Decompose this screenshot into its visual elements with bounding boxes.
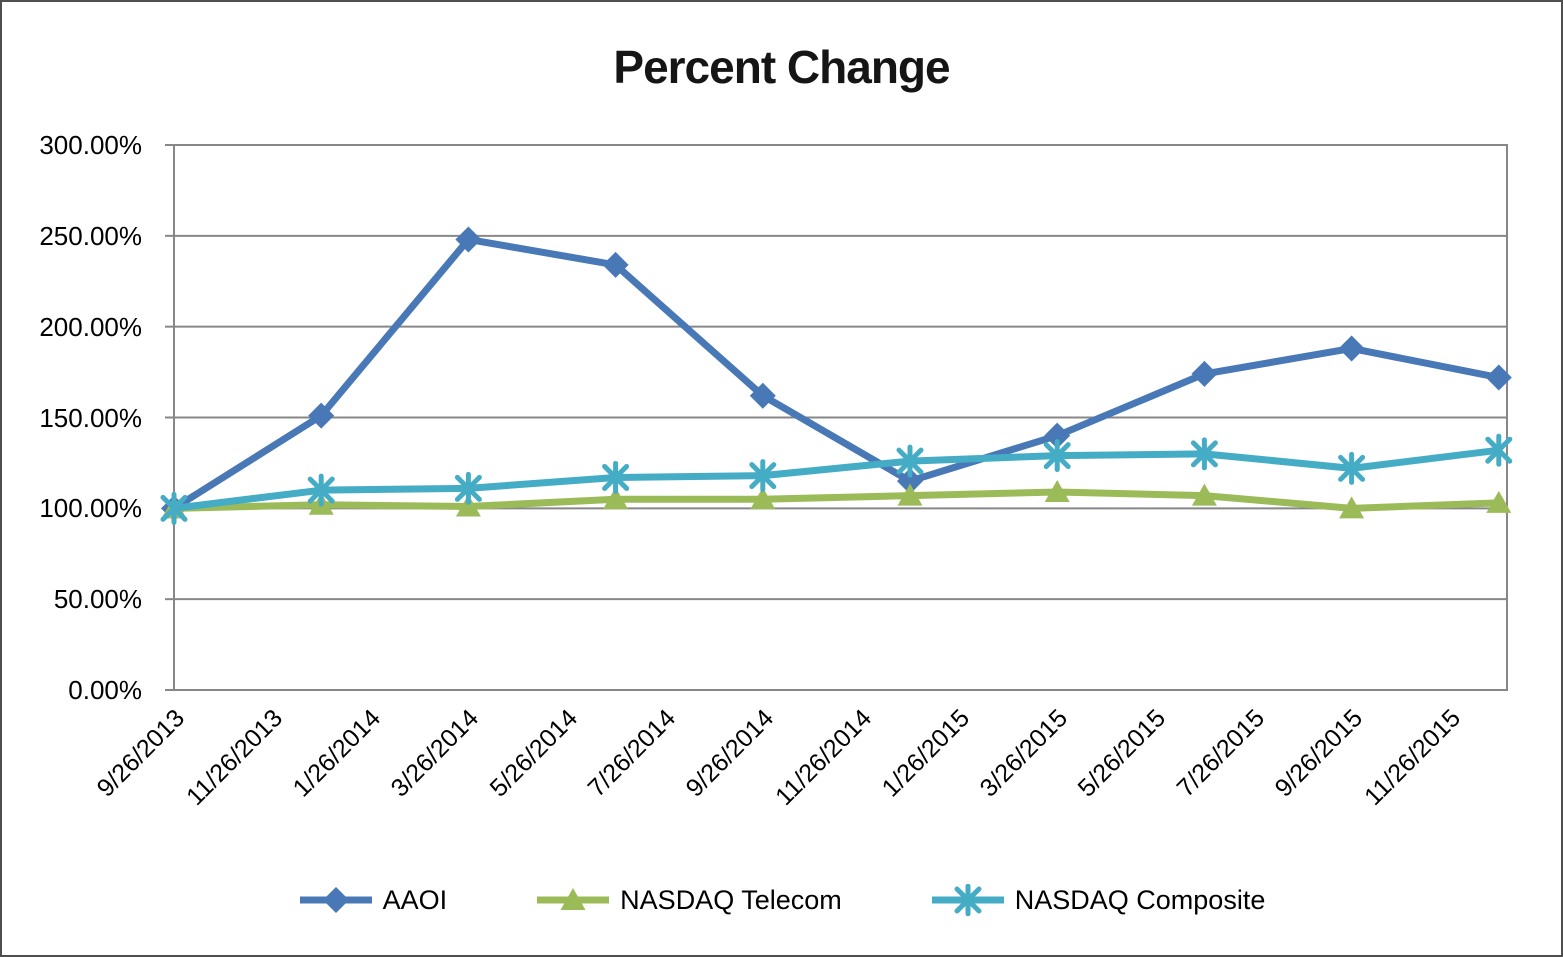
marker-triangle	[1191, 483, 1217, 506]
y-tick-label: 100.00%	[39, 493, 142, 523]
marker-triangle	[1486, 490, 1512, 513]
marker-diamond	[1338, 335, 1365, 362]
marker-star	[1043, 439, 1071, 473]
legend: AAOI NASDAQ Telecom NASDAQ Composite	[2, 884, 1561, 916]
legend-label: NASDAQ Telecom	[620, 884, 842, 915]
marker-star	[896, 444, 924, 478]
marker-triangle	[1044, 479, 1070, 502]
legend-label: NASDAQ Composite	[1014, 884, 1266, 915]
marker-star	[749, 459, 777, 493]
y-tick-label: 200.00%	[39, 312, 142, 342]
legend-label: AAOI	[382, 884, 448, 915]
marker-diamond	[308, 402, 335, 429]
marker-diamond	[897, 468, 923, 495]
legend-item-nasdaq-composite: NASDAQ Composite	[930, 884, 1266, 916]
legend-marker-telecom-icon	[537, 888, 610, 910]
plot-border	[173, 144, 1508, 691]
y-tick-label: 150.00%	[39, 403, 142, 433]
series-line-aaoi	[170, 235, 1503, 512]
series-line-nasdaq-telecom	[170, 488, 1503, 512]
legend-item-nasdaq-telecom: NASDAQ Telecom	[535, 884, 842, 916]
legend-marker-composite-icon	[931, 884, 1004, 916]
chart-title: Percent Change	[613, 41, 950, 93]
marker-diamond	[1485, 364, 1512, 391]
legend-item-aaoi: AAOI	[298, 884, 448, 916]
marker-triangle	[455, 494, 481, 517]
marker-diamond	[1191, 360, 1218, 387]
marker-star	[954, 884, 982, 916]
marker-triangle	[1339, 496, 1365, 519]
marker-triangle	[897, 483, 923, 506]
series-line-nasdaq-composite	[170, 446, 1503, 512]
marker-star	[602, 460, 630, 494]
marker-star	[1485, 433, 1513, 467]
marker-star	[160, 491, 188, 525]
marker-star	[307, 473, 335, 507]
marker-diamond	[749, 382, 776, 409]
marker-triangle	[560, 888, 586, 910]
marker-star	[1338, 451, 1366, 485]
marker-triangle	[603, 487, 629, 510]
marker-star	[1190, 437, 1218, 471]
marker-star	[454, 471, 482, 505]
y-tick-label: 0.00%	[68, 675, 142, 705]
y-tick-label: 250.00%	[39, 221, 142, 251]
y-tick-label: 50.00%	[53, 584, 142, 614]
marker-diamond	[602, 251, 629, 278]
y-tick-label: 300.00%	[39, 130, 142, 160]
marker-diamond	[322, 887, 349, 913]
legend-marker-aaoi-icon	[299, 887, 372, 913]
marker-triangle	[750, 487, 776, 510]
marker-diamond	[1044, 422, 1071, 449]
marker-diamond	[455, 226, 482, 253]
